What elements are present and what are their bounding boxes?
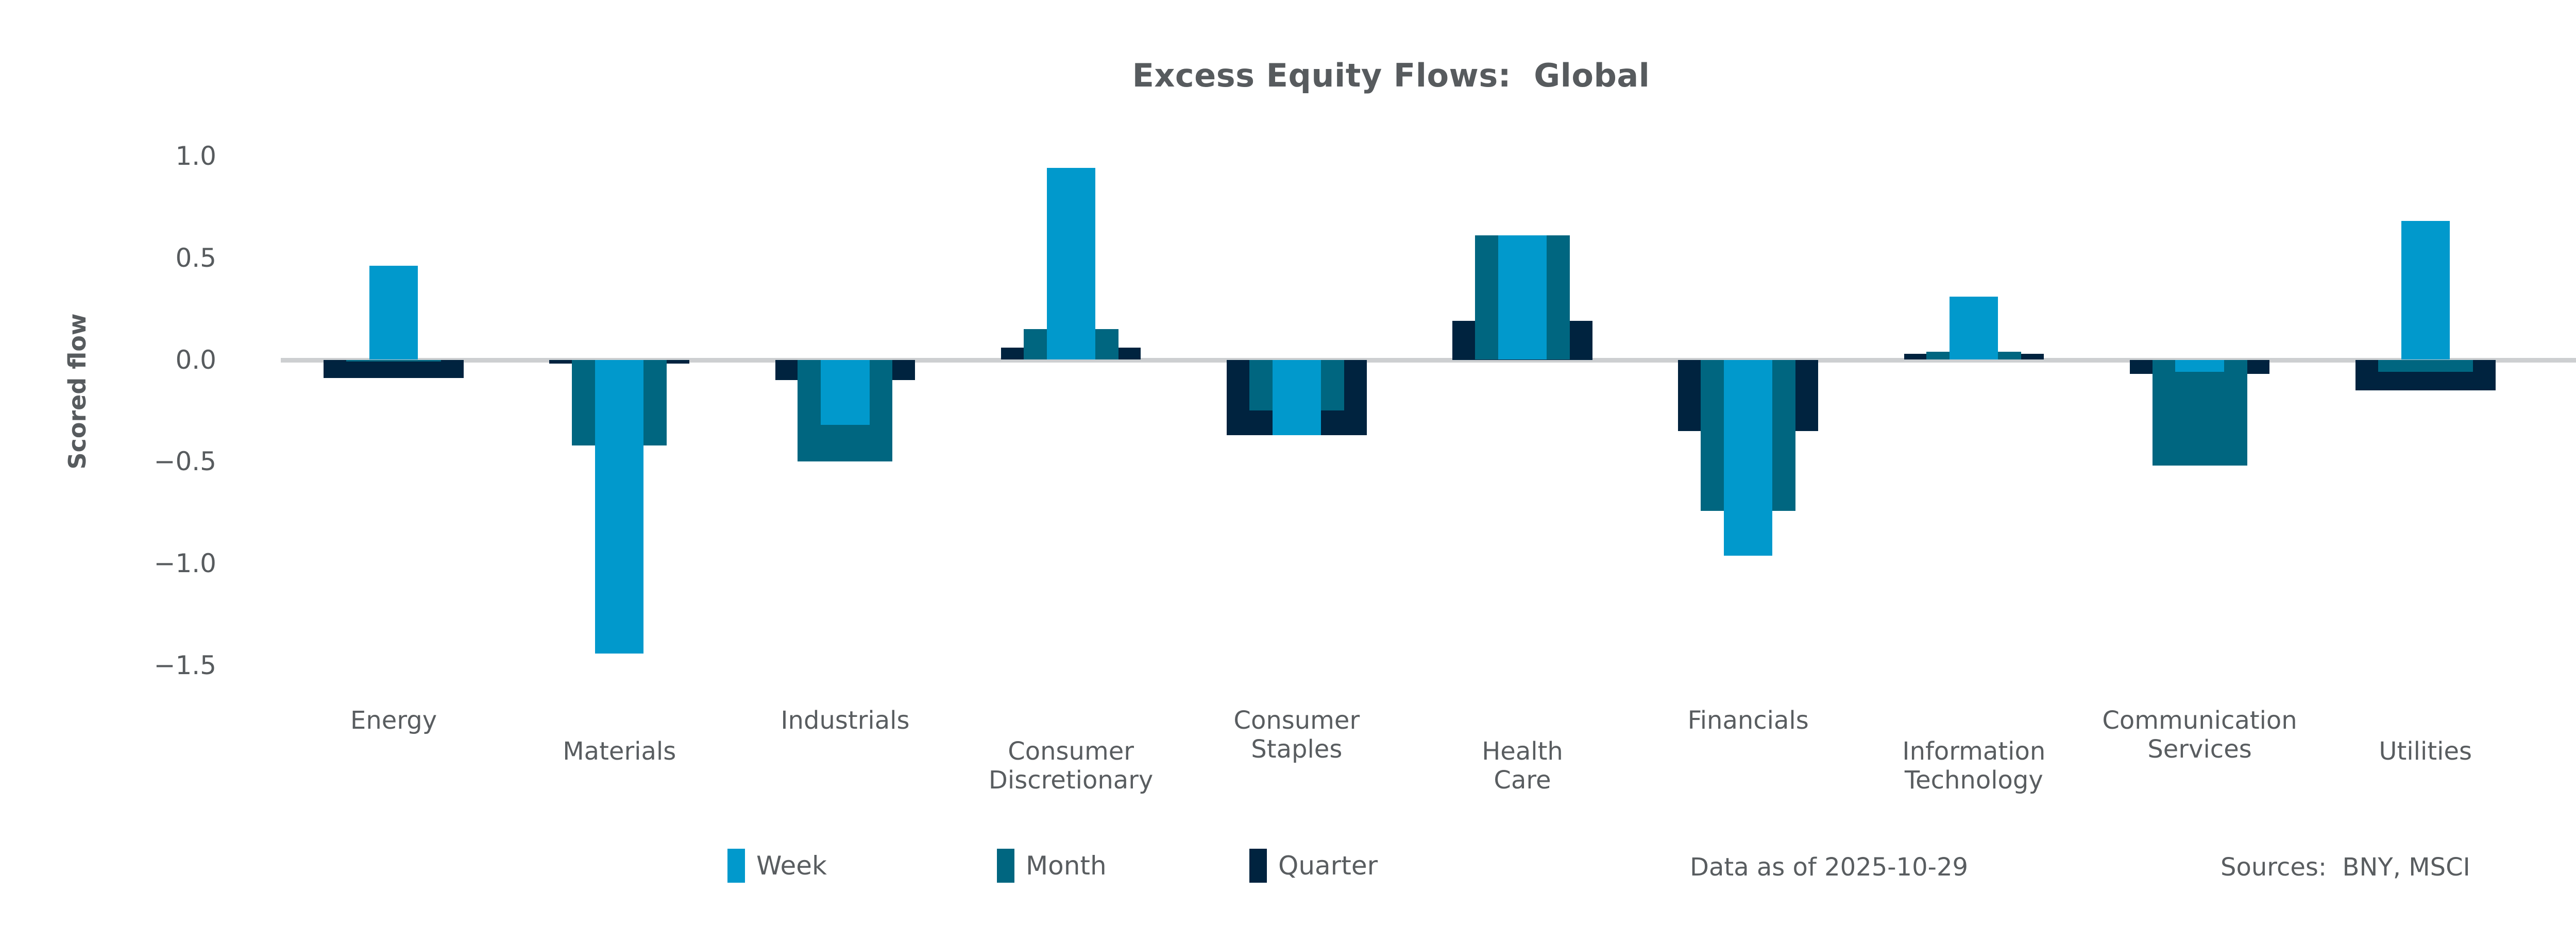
bar-month[interactable]: [2152, 359, 2247, 466]
bar-week[interactable]: [821, 359, 870, 425]
legend-swatch-icon: [727, 849, 745, 883]
x-tick-label: Materials: [563, 737, 676, 766]
x-tick-label: Consumer Discretionary: [988, 737, 1154, 795]
bar-week[interactable]: [2175, 359, 2224, 372]
bar-quarter[interactable]: [324, 359, 464, 379]
y-tick-label: 0.0: [175, 345, 216, 375]
bar-week[interactable]: [595, 359, 644, 654]
bar-month[interactable]: [346, 359, 442, 362]
zero-line: [281, 357, 2576, 363]
legend-swatch-icon: [1249, 849, 1267, 883]
legend-label: Week: [756, 851, 827, 881]
x-tick-label: Energy: [350, 706, 437, 735]
bar-week[interactable]: [1724, 359, 1773, 556]
x-tick-label: Information Technology: [1902, 737, 2046, 795]
y-axis-ticks: 1.0 0.5 0.0 −0.5 −1.0 −1.5: [0, 131, 247, 690]
legend-swatch-icon: [997, 849, 1014, 883]
bar-week[interactable]: [1272, 359, 1321, 435]
x-tick-label: Industrials: [781, 706, 910, 735]
x-tick-label: Financials: [1687, 706, 1809, 735]
legend-label: Quarter: [1278, 851, 1378, 881]
bar-week[interactable]: [1498, 235, 1547, 360]
plot-area: [281, 131, 2576, 690]
y-tick-label: −1.0: [154, 548, 216, 579]
bar-week[interactable]: [1950, 296, 1998, 360]
x-tick-label: Utilities: [2379, 737, 2472, 766]
data-as-of-note: Data as of 2025-10-29: [1690, 853, 1969, 882]
bar-week[interactable]: [2401, 221, 2450, 360]
legend-item-month[interactable]: Month: [997, 849, 1107, 883]
x-tick-label: Health Care: [1482, 737, 1563, 795]
legend-item-quarter[interactable]: Quarter: [1249, 849, 1378, 883]
y-tick-label: 0.5: [175, 243, 216, 273]
sources-note: Sources: BNY, MSCI: [2221, 853, 2470, 882]
legend-label: Month: [1026, 851, 1107, 881]
y-tick-label: −1.5: [154, 650, 216, 681]
bar-week[interactable]: [1046, 168, 1095, 360]
legend-item-week[interactable]: Week: [727, 849, 827, 883]
x-tick-label: Consumer Staples: [1233, 706, 1360, 764]
bar-week[interactable]: [369, 266, 418, 360]
x-tick-label: Communication Services: [2102, 706, 2297, 764]
y-tick-label: 1.0: [175, 141, 216, 171]
page-title: Excess Equity Flows: Global: [1132, 57, 1650, 94]
chart-legend: Week Month Quarter Data as of 2025-10-29 Sou…: [0, 849, 2576, 905]
y-tick-label: −0.5: [154, 447, 216, 477]
bar-month[interactable]: [2378, 359, 2473, 372]
